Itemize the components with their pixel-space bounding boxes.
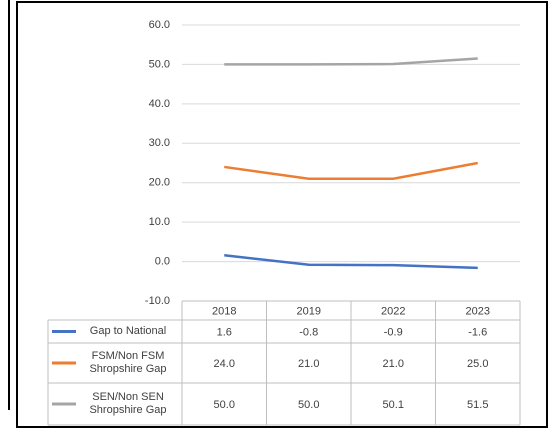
y-tick-label: 10.0 [149, 216, 170, 228]
legend-label: Gap to National [89, 325, 167, 337]
table-value: 21.0 [298, 358, 319, 370]
y-tick-label: 60.0 [149, 19, 170, 31]
table-value: -1.6 [468, 326, 487, 338]
y-tick-label: 20.0 [149, 177, 170, 189]
table-value: 50.1 [383, 399, 404, 411]
y-tick-label: 0.0 [155, 255, 170, 267]
y-tick-label: 50.0 [149, 58, 170, 70]
legend-label-box: FSM/Non FSM Shropshire Gap [89, 350, 167, 375]
table-value: 1.6 [217, 326, 232, 338]
y-tick-label: 30.0 [149, 137, 170, 149]
table-value: 25.0 [467, 358, 488, 370]
table-value: 50.0 [298, 399, 319, 411]
x-tick-label: 2022 [381, 305, 405, 317]
x-tick-label: 2023 [466, 305, 490, 317]
legend-label: FSM/Non FSM Shropshire Gap [89, 350, 167, 375]
table-value: 51.5 [467, 399, 488, 411]
table-value: 21.0 [383, 358, 404, 370]
series-line [224, 254, 478, 270]
legend-label-box: SEN/Non SEN Shropshire Gap [89, 391, 167, 416]
y-tick-label: 40.0 [149, 98, 170, 110]
y-tick-label: -10.0 [145, 295, 170, 307]
series-line [224, 161, 478, 181]
legend-label-box: Gap to National [89, 325, 167, 337]
table-value: -0.8 [299, 326, 318, 338]
table-value: -0.9 [384, 326, 403, 338]
x-tick-label: 2018 [212, 305, 236, 317]
chart-frame [16, 1, 548, 428]
legend-label: SEN/Non SEN Shropshire Gap [89, 391, 167, 416]
series-line [224, 57, 478, 66]
table-value: 50.0 [214, 399, 235, 411]
table-value: 24.0 [214, 358, 235, 370]
x-tick-label: 2019 [297, 305, 321, 317]
